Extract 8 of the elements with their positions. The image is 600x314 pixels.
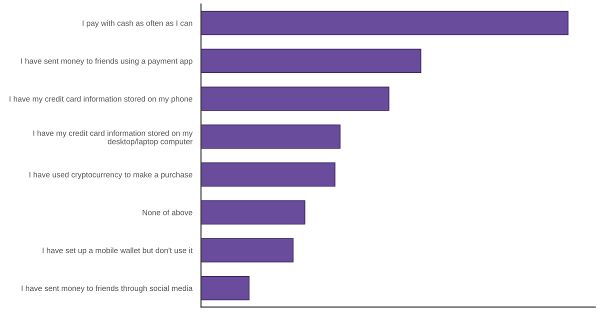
bar	[201, 276, 250, 300]
bar	[201, 162, 336, 187]
bar	[201, 48, 422, 74]
bar	[201, 10, 568, 36]
bar	[201, 86, 390, 111]
bar	[201, 238, 294, 262]
bar	[201, 200, 306, 225]
bar	[201, 124, 341, 149]
